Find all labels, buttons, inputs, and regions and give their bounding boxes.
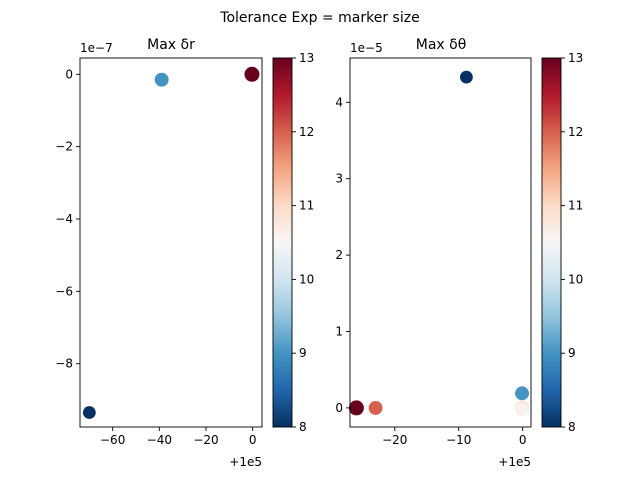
y-tick-label: −4 xyxy=(55,212,73,226)
y-tick-label: 4 xyxy=(335,95,343,109)
scatter-point xyxy=(368,400,383,415)
y-tick-label: 1 xyxy=(335,325,343,339)
tick-layer: −20 −10 0 0 1 2 3 4 xyxy=(335,95,526,447)
points-layer xyxy=(82,66,260,419)
scatter-point xyxy=(515,402,529,417)
y-tick-label: −2 xyxy=(55,140,73,154)
tick-layer: −60 −40 −20 0 0 −2 −4 −6 −8 xyxy=(55,67,256,447)
colorbar-tick-label: 11 xyxy=(299,199,314,213)
x-tick-label: 0 xyxy=(249,433,257,447)
plot-frame xyxy=(349,57,532,428)
colorbar-tick-label: 8 xyxy=(568,420,576,434)
scatter-point xyxy=(348,400,364,416)
colorbar-tick-label: 13 xyxy=(299,51,314,65)
y-tick-label: 0 xyxy=(335,401,343,415)
y-tick-label: −6 xyxy=(55,284,73,298)
x-tick-label: −20 xyxy=(193,433,218,447)
x-tick-label: 0 xyxy=(519,433,527,447)
scatter-point xyxy=(154,72,169,87)
scatter-point xyxy=(244,66,260,82)
y-tick-label: 3 xyxy=(335,172,343,186)
colorbar-tick-label: 9 xyxy=(568,346,576,360)
plot-frame xyxy=(79,57,263,428)
y-tick-label: 2 xyxy=(335,248,343,262)
scatter-point xyxy=(515,386,529,401)
colorbar-ticks: 8 9 10 11 12 13 xyxy=(292,51,314,434)
colorbar xyxy=(541,57,562,428)
colorbar-tick-label: 11 xyxy=(568,199,583,213)
panel-max-dr: Max δr 1e−7 +1e5 −60 −40 −20 0 0 −2 −4 −6 −8 8 9 1… xyxy=(55,37,314,469)
x-tick-label: −10 xyxy=(446,433,471,447)
panel-title: Max δr xyxy=(147,37,195,53)
x-offset-label: +1e5 xyxy=(498,455,531,469)
panel-title: Max δθ xyxy=(416,37,467,53)
figure-title: Tolerance Exp = marker size xyxy=(219,10,419,26)
y-tick-label: 0 xyxy=(65,67,73,81)
colorbar-tick-label: 9 xyxy=(299,346,307,360)
colorbar-tick-label: 13 xyxy=(568,51,583,65)
colorbar-tick-label: 8 xyxy=(299,420,307,434)
points-layer xyxy=(348,70,529,417)
colorbar-tick-label: 10 xyxy=(568,272,583,286)
colorbar-tick-label: 12 xyxy=(568,125,583,139)
y-tick-label: −8 xyxy=(55,357,73,371)
colorbar-tick-label: 10 xyxy=(299,272,314,286)
y-exponent-label: 1e−7 xyxy=(80,41,113,55)
scatter-point xyxy=(460,70,473,84)
y-exponent-label: 1e−5 xyxy=(350,41,383,55)
colorbar-ticks: 8 9 10 11 12 13 xyxy=(561,51,583,434)
scatter-point xyxy=(82,406,96,419)
x-tick-label: −20 xyxy=(382,433,407,447)
colorbar xyxy=(272,57,293,428)
x-tick-label: −60 xyxy=(100,433,125,447)
x-tick-label: −40 xyxy=(147,433,172,447)
x-offset-label: +1e5 xyxy=(229,455,262,469)
colorbar-tick-label: 12 xyxy=(299,125,314,139)
